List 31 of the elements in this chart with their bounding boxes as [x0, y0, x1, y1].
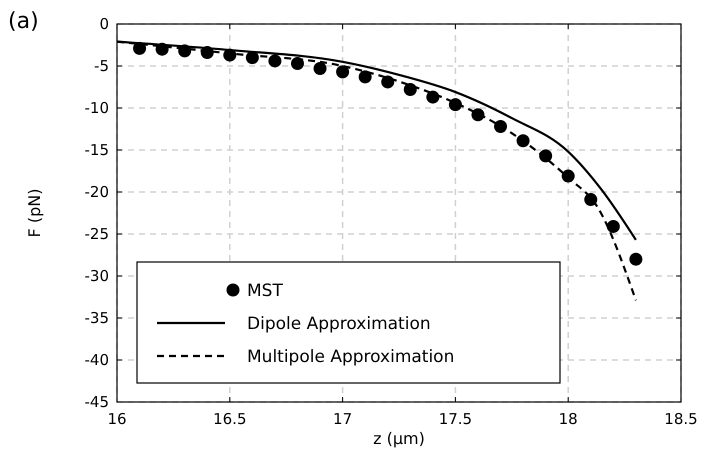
point	[629, 252, 642, 266]
point	[606, 220, 620, 233]
y-tick-label: -35	[84, 309, 109, 327]
x-tick-label: 17.5	[438, 410, 472, 428]
x-tick-label: 16.5	[213, 410, 247, 428]
point	[404, 83, 417, 96]
x-tick-label: 17	[333, 410, 352, 428]
y-tick-label: -20	[84, 183, 109, 201]
chart-title: (a)	[8, 9, 39, 34]
legend-label: MST	[247, 281, 284, 301]
point	[314, 62, 327, 76]
y-tick-label: -15	[84, 141, 109, 159]
point	[381, 75, 394, 88]
point	[426, 90, 440, 104]
y-tick-label: -30	[84, 267, 109, 285]
x-tick-label: 16	[107, 410, 127, 428]
y-tick-label: 0	[99, 15, 109, 33]
x-axis-title: z (µm)	[373, 429, 425, 448]
legend-label: Dipole Approximation	[247, 314, 431, 334]
y-axis-title: F (pN)	[25, 188, 44, 238]
y-tick-label: -45	[84, 393, 109, 411]
point	[358, 70, 372, 84]
point	[290, 56, 304, 70]
x-tick-label: 18.5	[664, 410, 698, 428]
y-tick-label: -25	[84, 225, 109, 243]
x-tick-label: 18	[558, 410, 578, 428]
legend-label: Multipole Approximation	[247, 347, 454, 367]
y-tick-label: -5	[94, 57, 109, 75]
y-tick-label: -40	[84, 351, 109, 369]
y-tick-label: -10	[84, 99, 109, 117]
point	[336, 65, 350, 78]
